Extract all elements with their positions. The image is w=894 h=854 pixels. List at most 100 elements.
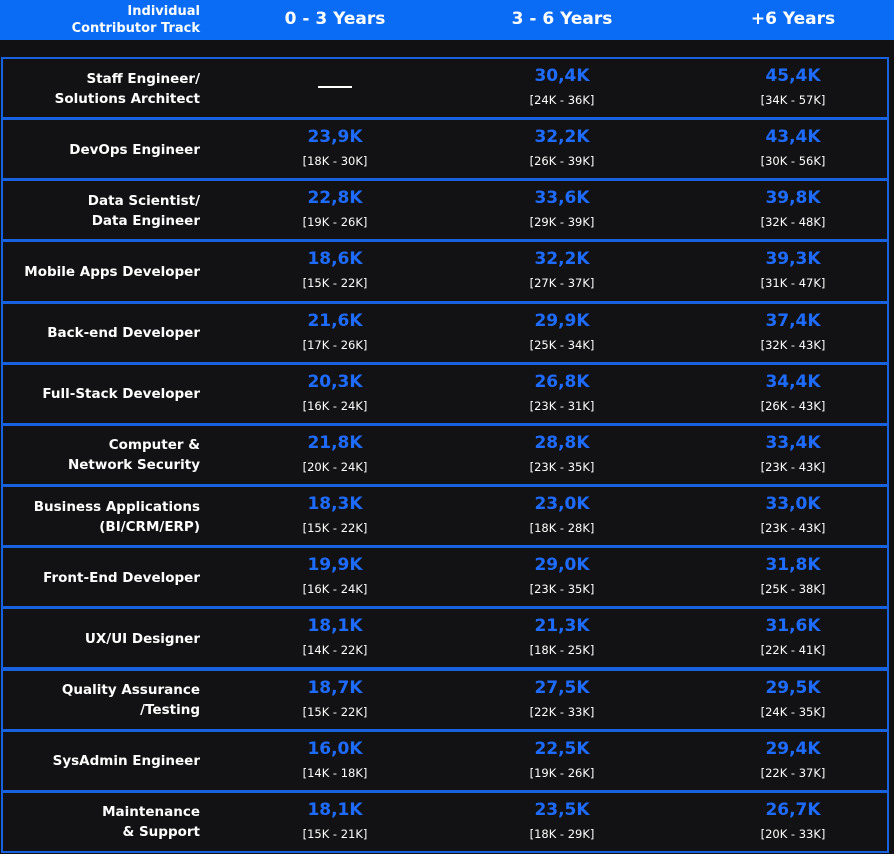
role-label: SysAdmin Engineer — [0, 751, 200, 771]
salary-range: [27K - 37K] — [529, 276, 595, 291]
role-line: Data Engineer — [91, 212, 200, 229]
salary-median: 23,5K — [534, 799, 590, 820]
salary-range: [20K - 33K] — [760, 826, 826, 841]
salary-median: 32,2K — [534, 249, 590, 270]
role-line: (BI/CRM/ERP) — [99, 518, 200, 535]
role-line: Quality Assurance — [61, 682, 200, 699]
empty-dash — [318, 86, 352, 88]
role-label: Quality Assurance/Testing — [0, 680, 200, 720]
role-label: Front-End Developer — [0, 568, 200, 588]
role-line: Staff Engineer/ — [86, 70, 200, 87]
salary-median: 20,3K — [307, 371, 363, 392]
header-title-line: Contributor Track — [71, 21, 200, 36]
table-row — [1, 362, 889, 425]
salary-range: [15K - 22K] — [302, 276, 368, 291]
salary-median: 18,1K — [307, 616, 363, 637]
role-label: Data Scientist/Data Engineer — [0, 191, 200, 231]
table-row — [1, 729, 889, 792]
salary-median: 39,8K — [765, 188, 821, 209]
column-header: +6 Years — [750, 9, 836, 29]
salary-range: [25K - 34K] — [529, 337, 595, 352]
role-line: SysAdmin Engineer — [52, 753, 200, 770]
salary-median: 30,4K — [534, 66, 590, 86]
salary-range: [22K - 41K] — [760, 643, 826, 658]
table-row — [1, 179, 889, 242]
salary-median: 16,0K — [307, 738, 363, 759]
role-label: Mobile Apps Developer — [0, 262, 200, 282]
salary-range: [18K - 30K] — [302, 154, 368, 169]
salary-median: 18,3K — [307, 494, 363, 515]
salary-median: 33,4K — [765, 432, 821, 453]
salary-range: [15K - 22K] — [302, 704, 368, 719]
role-line: Solutions Architect — [54, 90, 200, 107]
salary-range: [18K - 28K] — [529, 521, 595, 536]
salary-median: 32,2K — [534, 127, 590, 148]
role-line: Computer & — [108, 437, 200, 454]
role-line: & Support — [122, 824, 200, 841]
salary-range: [19K - 26K] — [302, 215, 368, 230]
salary-median: 26,8K — [534, 371, 590, 392]
salary-median: 21,6K — [307, 310, 363, 331]
salary-median: 31,6K — [765, 616, 821, 637]
salary-median: 26,7K — [765, 799, 821, 820]
salary-range: [23K - 43K] — [760, 459, 826, 474]
table-row — [1, 423, 889, 487]
salary-range: [32K - 43K] — [760, 337, 826, 352]
role-label: Business Applications (BI/CRM/ERP) — [0, 497, 200, 537]
role-label: Computer & Network Security — [0, 435, 200, 475]
salary-range: [31K - 47K] — [760, 276, 826, 291]
salary-median: 29,0K — [534, 555, 590, 576]
salary-median: 27,5K — [534, 677, 590, 698]
salary-range: [22K - 33K] — [529, 704, 595, 719]
table-row — [1, 607, 889, 670]
salary-median: 22,8K — [307, 188, 363, 209]
salary-median: 21,8K — [307, 432, 363, 453]
salary-median: 21,3K — [534, 616, 590, 637]
table-row — [1, 301, 889, 364]
salary-median: 22,5K — [534, 738, 590, 759]
salary-range: [26K - 39K] — [529, 154, 595, 169]
salary-range: [14K - 18K] — [302, 765, 368, 780]
salary-range: [23K - 43K] — [760, 521, 826, 536]
salary-range: [17K - 26K] — [302, 337, 368, 352]
role-line: Business Applications — [33, 498, 200, 515]
table-row — [1, 118, 889, 181]
role-label: UX/UI Designer — [0, 629, 200, 649]
role-line: Front-End Developer — [43, 569, 200, 586]
salary-median: 29,9K — [534, 310, 590, 331]
salary-range: [20K - 24K] — [302, 459, 368, 474]
role-line: Network Security — [67, 457, 200, 474]
role-label: Back-end Developer — [0, 323, 200, 343]
salary-range: [16K - 24K] — [302, 582, 368, 597]
table-row — [1, 485, 889, 548]
role-line: Back-end Developer — [47, 325, 200, 342]
salary-range: [19K - 26K] — [529, 765, 595, 780]
role-label: Maintenance & Support — [0, 802, 200, 842]
salary-range: [22K - 37K] — [760, 765, 826, 780]
salary-median: 33,0K — [765, 494, 821, 515]
salary-median: 37,4K — [765, 310, 821, 331]
salary-range: [29K - 39K] — [529, 215, 595, 230]
salary-range: [23K - 35K] — [529, 459, 595, 474]
table-row — [1, 240, 889, 303]
salary-range: [34K - 57K] — [760, 93, 826, 107]
salary-median: 29,5K — [765, 677, 821, 698]
table-row — [1, 668, 889, 731]
role-label: DevOps Engineer — [0, 140, 200, 160]
salary-median: 28,8K — [534, 432, 590, 453]
salary-range: [24K - 36K] — [529, 93, 595, 107]
role-line: Data Scientist/ — [87, 192, 200, 209]
header-title: Individual Contributor Track — [72, 3, 200, 37]
role-label: Staff Engineer/Solutions Architect — [0, 69, 200, 109]
role-line: Full-Stack Developer — [42, 386, 200, 403]
salary-median: 18,7K — [307, 677, 363, 698]
salary-median: 31,8K — [765, 555, 821, 576]
salary-range: [16K - 24K] — [302, 398, 368, 413]
salary-median: 18,6K — [307, 249, 363, 270]
salary-median: 39,3K — [765, 249, 821, 270]
salary-range: [15K - 21K] — [302, 826, 368, 841]
salary-range: [23K - 31K] — [529, 398, 595, 413]
salary-range: [15K - 22K] — [302, 521, 368, 536]
salary-median: 34,4K — [765, 371, 821, 392]
